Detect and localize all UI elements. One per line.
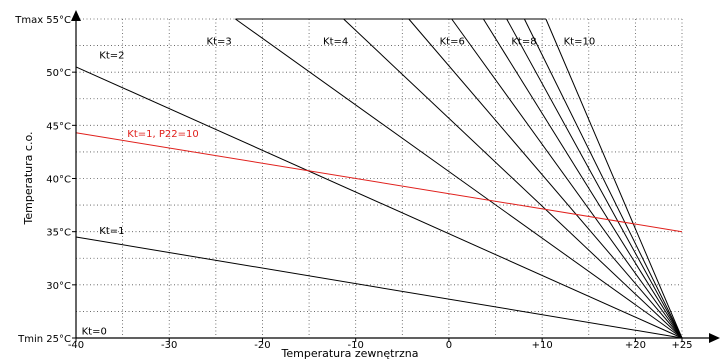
curve-kt-4 bbox=[343, 18, 683, 339]
y-tick-label: 30°C bbox=[46, 281, 71, 292]
series-label: Kt=0 bbox=[82, 326, 107, 337]
series-labels: Kt=0 Kt=1 Kt=2 Kt=3 Kt=4 Kt=6 Kt=8 Kt=10 Kt=1, P… bbox=[82, 37, 596, 338]
x-tick-label: -10 bbox=[348, 340, 364, 351]
x-axis-arrow-icon bbox=[709, 333, 720, 343]
curve-kt-10 bbox=[545, 18, 683, 339]
y-tick-label: Tmax 55°C bbox=[14, 15, 71, 26]
series-label: Kt=4 bbox=[323, 37, 348, 48]
series-label: Kt=2 bbox=[99, 50, 124, 61]
curve-kt-5 bbox=[408, 18, 683, 339]
x-tick-label: +10 bbox=[532, 340, 553, 351]
series-label: Kt=1, P22=10 bbox=[127, 129, 198, 140]
curve-kt-1-p22-10 bbox=[75, 132, 683, 233]
x-tick-label: -20 bbox=[254, 340, 270, 351]
series-label: Kt=3 bbox=[207, 37, 232, 48]
x-tick-label: +25 bbox=[671, 340, 692, 351]
x-tick-label: 0 bbox=[446, 340, 452, 351]
series-label: Kt=6 bbox=[440, 37, 465, 48]
series-label: Kt=10 bbox=[564, 37, 596, 48]
x-tick-label: +20 bbox=[625, 340, 646, 351]
curve-kt-9 bbox=[523, 18, 683, 339]
tick-labels: -40 -30 -20 -10 0 +10 +20 +25 Tmin 25°C 30°C 35°C 4… bbox=[14, 15, 692, 351]
curve-kt-8 bbox=[506, 18, 683, 339]
y-tick-label: Tmin 25°C bbox=[17, 334, 71, 345]
y-tick-label: 40°C bbox=[46, 175, 71, 186]
curve-kt-2 bbox=[75, 66, 683, 339]
y-tick-label: 45°C bbox=[46, 121, 71, 132]
grid-lines bbox=[76, 18, 683, 338]
x-tick-label: -30 bbox=[161, 340, 177, 351]
curve-kt-3 bbox=[235, 18, 683, 339]
curve-kt-1 bbox=[75, 236, 683, 339]
curve-kt-7 bbox=[482, 18, 683, 339]
axes bbox=[71, 10, 720, 343]
series-label: Kt=8 bbox=[511, 37, 536, 48]
y-tick-label: 35°C bbox=[46, 228, 71, 239]
curve-kt-6 bbox=[451, 18, 683, 339]
y-axis-arrow-icon bbox=[71, 10, 81, 21]
series-label: Kt=1 bbox=[99, 226, 124, 237]
x-tick-label: -40 bbox=[68, 340, 84, 351]
x-axis-title: Temperatura zewnętrzna bbox=[281, 347, 419, 360]
curve-lines bbox=[75, 18, 683, 339]
y-axis-title: Temperatura c.o. bbox=[22, 132, 35, 226]
y-tick-label: 50°C bbox=[46, 68, 71, 79]
